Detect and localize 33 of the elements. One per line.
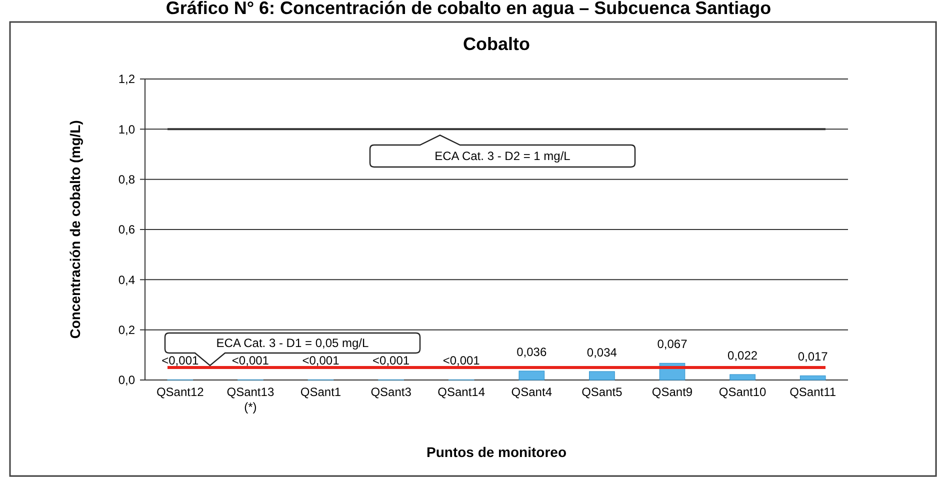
y-axis-title: Concentración de cobalto (mg/L) [67, 120, 83, 339]
data-label: 0,022 [728, 348, 758, 362]
data-label: <0,001 [232, 354, 270, 368]
x-tick-label: QSant9 [652, 385, 693, 399]
x-tick-label: QSant11 [790, 385, 836, 399]
x-axis-title: Puntos de monitoreo [426, 444, 566, 460]
x-tick-label: QSant13 (*) [226, 385, 274, 414]
data-label: 0,067 [657, 337, 688, 352]
data-label: <0,001 [372, 354, 410, 368]
data-label: <0,001 [302, 354, 340, 368]
x-tick-label: QSant1 [300, 385, 342, 399]
x-tick-label: QSant5 [582, 385, 623, 399]
data-label: 0,034 [586, 345, 618, 360]
data-label: <0,001 [162, 354, 199, 368]
x-tick-label: QSant10 [718, 385, 767, 399]
ref-line-label: ECA Cat. 3 - D2 = 1 mg/L [434, 149, 571, 164]
y-tick-label: 0,4 [118, 272, 136, 287]
ref-line-label: ECA Cat. 3 - D1 = 0,05 mg/L [216, 336, 370, 350]
y-tick-label: 0,2 [118, 323, 136, 338]
chart-subtitle: Cobalto [463, 34, 530, 54]
y-tick-label: 0,6 [118, 222, 136, 237]
x-tick-label: QSant4 [511, 385, 552, 399]
x-tick-label: QSant14 [438, 385, 486, 399]
y-tick-label: 1,2 [118, 72, 136, 86]
y-tick-label: 1,0 [118, 122, 136, 136]
x-tick-label: QSant3 [370, 385, 412, 399]
y-tick-label: 0,0 [118, 373, 136, 388]
data-label: <0,001 [442, 354, 480, 368]
y-tick-label: 0,8 [118, 172, 136, 187]
data-label: 0,017 [798, 350, 828, 364]
x-tick-label: QSant12 [156, 385, 204, 399]
chart-title: Gráfico N° 6: Concentración de cobalto en agua – Subcuenca Santiago [166, 0, 772, 18]
data-label: 0,036 [516, 344, 547, 359]
